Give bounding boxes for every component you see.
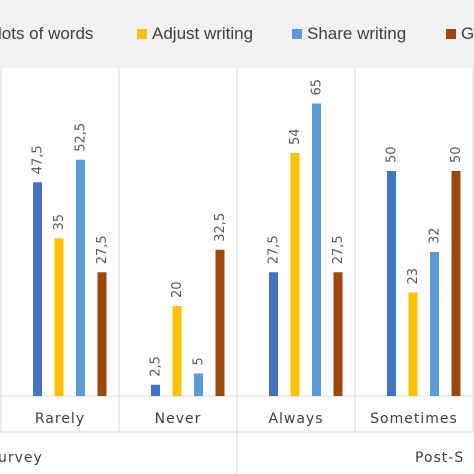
bar	[312, 103, 321, 396]
bar	[269, 272, 278, 396]
legend: lots of words Adjust writing Share writi…	[0, 0, 474, 68]
bar	[54, 238, 64, 396]
bar	[430, 252, 439, 396]
bar	[172, 306, 182, 396]
legend-label-g: G	[461, 24, 474, 43]
data-label: 50	[449, 146, 464, 163]
bar	[333, 272, 343, 396]
x-tick-label: Rarely	[35, 411, 85, 427]
legend-swatch-g	[446, 29, 456, 39]
data-label: 65	[310, 79, 325, 96]
data-label: 2,5	[149, 356, 164, 377]
data-label: 27,5	[95, 235, 110, 264]
data-label: 20	[170, 281, 185, 298]
x-tick-label: Never	[155, 411, 202, 427]
data-label: 52,5	[74, 123, 89, 152]
x-tick-label: Always	[268, 411, 323, 427]
legend-swatch-share-writing	[292, 29, 302, 39]
bar	[215, 249, 225, 396]
bar	[33, 182, 42, 396]
data-label: 47,5	[31, 145, 46, 174]
group-label: urvey	[0, 450, 43, 466]
legend-swatch-adjust-writing	[137, 29, 147, 39]
bar	[451, 171, 461, 396]
legend-label-adjust-writing: Adjust writing	[152, 24, 254, 43]
bar	[97, 272, 107, 396]
bar	[194, 373, 203, 396]
data-label: 54	[288, 128, 303, 145]
data-label: 23	[406, 268, 421, 285]
data-label: 5	[192, 357, 207, 365]
data-label: 27,5	[331, 235, 346, 264]
bar	[408, 292, 418, 396]
legend-label-share-writing: Share writing	[307, 24, 407, 43]
data-label: 32,5	[213, 213, 228, 242]
group-label: Post-S	[415, 450, 464, 466]
data-label: 27,5	[267, 235, 282, 264]
bar	[151, 384, 160, 396]
data-label: 32	[428, 227, 443, 244]
bar	[290, 153, 300, 396]
bar-chart: 47,5 2,5 27,5 50 35 20 54 23 52,5 5 65 32 27,5 32,5 27…	[0, 68, 474, 474]
data-label: 35	[52, 214, 67, 231]
bar	[76, 159, 85, 396]
bar	[387, 171, 396, 396]
x-tick-label: Sometimes	[370, 411, 458, 427]
legend-label-lots-of-words: lots of words	[0, 24, 94, 43]
data-label: 50	[385, 146, 400, 163]
